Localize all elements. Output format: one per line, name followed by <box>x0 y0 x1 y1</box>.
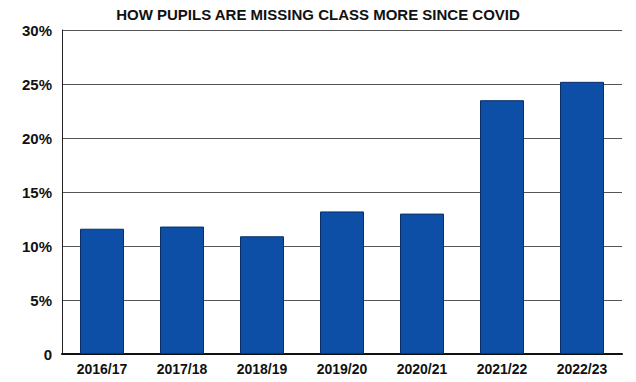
svg-text:2016/17: 2016/17 <box>77 361 128 377</box>
svg-text:2018/19: 2018/19 <box>237 361 288 377</box>
svg-text:2022/23: 2022/23 <box>557 361 608 377</box>
svg-text:0: 0 <box>44 346 52 363</box>
svg-text:30%: 30% <box>22 22 52 39</box>
svg-text:5%: 5% <box>30 292 52 309</box>
svg-text:2021/22: 2021/22 <box>477 361 528 377</box>
svg-text:25%: 25% <box>22 76 52 93</box>
svg-text:15%: 15% <box>22 184 52 201</box>
svg-text:2020/21: 2020/21 <box>397 361 448 377</box>
svg-text:10%: 10% <box>22 238 52 255</box>
svg-text:20%: 20% <box>22 130 52 147</box>
svg-text:2019/20: 2019/20 <box>317 361 368 377</box>
svg-text:2017/18: 2017/18 <box>157 361 208 377</box>
svg-text:HOW PUPILS ARE MISSING CLASS M: HOW PUPILS ARE MISSING CLASS MORE SINCE … <box>116 6 520 23</box>
